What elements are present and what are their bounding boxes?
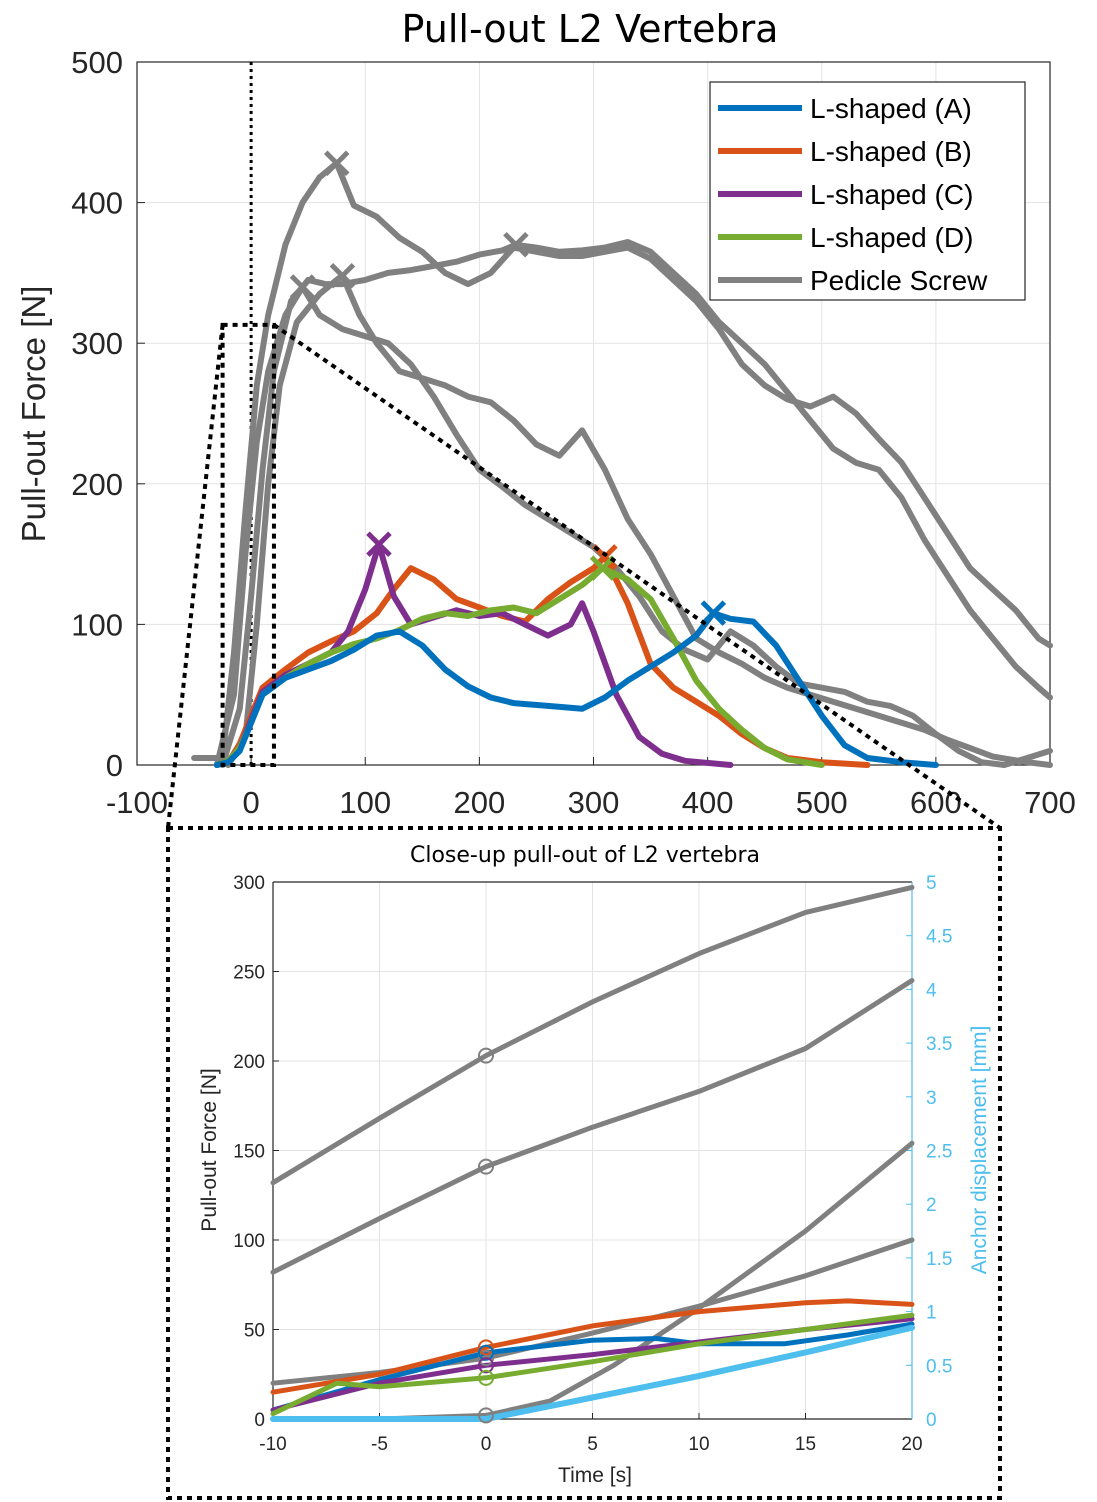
peak-marker-stroke <box>289 274 316 300</box>
main-x-tick-label: -100 <box>106 785 168 820</box>
zoom-connector-left <box>166 324 225 829</box>
inset-series-line <box>270 1298 915 1395</box>
main-series-line <box>213 610 939 768</box>
main-y-tick-label: 200 <box>71 467 123 502</box>
zoom-connector-right <box>272 323 1002 830</box>
main-x-tick-label: 300 <box>568 785 620 820</box>
legend-label: L-shaped (A) <box>810 93 972 124</box>
peak-marker-stroke <box>329 262 356 289</box>
main-x-tick-label: 400 <box>682 785 734 820</box>
inset-y-tick-label: 150 <box>233 1142 265 1163</box>
peak-marker <box>323 150 350 176</box>
peak-marker-stroke <box>503 232 529 258</box>
inset-series-line <box>270 1324 915 1422</box>
inset-x-tick-label: 5 <box>587 1434 598 1455</box>
inset-x-tick-label: -5 <box>371 1434 388 1455</box>
inset-time-zero-marker <box>478 1158 494 1175</box>
zoom-indicator <box>166 322 1002 1500</box>
inset-series-line <box>270 884 915 1186</box>
inset-y2-tick-label: 0 <box>926 1410 937 1431</box>
main-y-tick-label: 0 <box>106 748 123 783</box>
inset-y2-tick-label: 3.5 <box>926 1034 952 1055</box>
main-y-tick-label: 300 <box>71 326 123 361</box>
inset-series-line <box>270 1321 915 1413</box>
peak-marker <box>329 262 356 289</box>
main-y-tick-label: 100 <box>71 607 123 642</box>
legend-label: L-shaped (C) <box>810 179 973 210</box>
peak-marker <box>366 531 392 558</box>
inset-y-tick-label: 100 <box>233 1231 265 1252</box>
legend-label: L-shaped (D) <box>810 222 973 253</box>
main-x-tick-label: 200 <box>454 785 506 820</box>
peak-marker-stroke <box>323 150 350 176</box>
main-series-line <box>219 239 1053 768</box>
inset-y-tick-label: 0 <box>254 1410 265 1431</box>
main-x-tick-label: 100 <box>339 785 391 820</box>
inset-time-zero-marker <box>478 1369 494 1386</box>
inset-x-tick-label: 15 <box>795 1434 816 1455</box>
main-x-tick-label: 500 <box>796 785 848 820</box>
peak-marker <box>700 600 727 626</box>
inset-time-zero-marker <box>478 1344 494 1361</box>
main-series-line <box>225 272 1053 768</box>
inset-y2-tick-label: 4.5 <box>926 927 952 948</box>
inset-y2-tick-label: 2.5 <box>926 1142 952 1163</box>
inset-y-tick-label: 300 <box>233 873 265 894</box>
main-y-tick-label: 400 <box>71 186 123 221</box>
main-axes-box <box>136 61 1051 766</box>
legend-label: Pedicle Screw <box>810 265 988 296</box>
peak-marker <box>289 274 316 300</box>
inset-x-tick-label: 10 <box>688 1434 709 1455</box>
inset-y-tick-label: 250 <box>233 963 265 984</box>
zoom-region-box <box>220 322 276 767</box>
inset-y2-tick-label: 1.5 <box>926 1249 952 1270</box>
inset-y2-tick-label: 0.5 <box>926 1356 952 1377</box>
inset-time-zero-marker <box>478 1357 494 1374</box>
main-series-line <box>191 160 1053 761</box>
main-x-tick-label: 0 <box>243 785 260 820</box>
inset-y-axis-label: Pull-out Force [N] <box>198 1068 221 1231</box>
inset-y-tick-label: 50 <box>244 1321 265 1342</box>
peak-marker <box>589 555 616 581</box>
inset-time-zero-marker <box>478 1047 494 1064</box>
inset-series-line <box>270 978 915 1275</box>
inset-x-tick-label: 20 <box>901 1434 922 1455</box>
legend-label: L-shaped (B) <box>810 136 972 167</box>
main-title: Pull-out L2 Vertebra <box>402 7 779 51</box>
inset-time-zero-marker <box>478 1339 494 1356</box>
inset-y2-tick-label: 5 <box>926 873 937 894</box>
inset-title: Close-up pull-out of L2 vertebra <box>410 843 760 868</box>
main-x-tick-label: 700 <box>1024 785 1076 820</box>
inset-series-line <box>270 1312 915 1417</box>
peak-marker-stroke <box>700 600 727 626</box>
inset-x-tick-label: 0 <box>481 1434 492 1455</box>
main-x-tick-label: 600 <box>910 785 962 820</box>
peak-marker-stroke <box>589 555 616 581</box>
inset-time-zero-marker <box>478 1350 494 1367</box>
inset-y-tick-label: 200 <box>233 1052 265 1073</box>
main-chart: -100 0 100 200 300 400 500 600 70001002003004005… <box>15 7 1076 820</box>
main-legend: L-shaped (A) L-shaped (B) L-shaped (C) L-sh… <box>709 81 1026 301</box>
inset-y2-tick-label: 3 <box>926 1088 937 1109</box>
inset-time-zero-marker <box>478 1407 494 1424</box>
peak-marker <box>503 232 529 258</box>
inset-y2-tick-label: 1 <box>926 1303 937 1324</box>
main-y-tick-label: 500 <box>71 45 123 80</box>
inset-x-axis-label: Time [s] <box>558 1464 632 1487</box>
inset-y2-tick-label: 4 <box>926 980 937 1001</box>
inset-chart: -10 -5 0 5 10 15 2005010015020025030000.511.52… <box>198 843 991 1487</box>
inset-x-tick-label: -10 <box>259 1434 286 1455</box>
inset-y2-axis-label: Anchor displacement [mm] <box>968 1026 991 1275</box>
peak-marker-stroke <box>366 531 392 558</box>
main-y-axis-label: Pull-out Force [N] <box>15 286 52 543</box>
inset-y2-tick-label: 2 <box>926 1195 937 1216</box>
